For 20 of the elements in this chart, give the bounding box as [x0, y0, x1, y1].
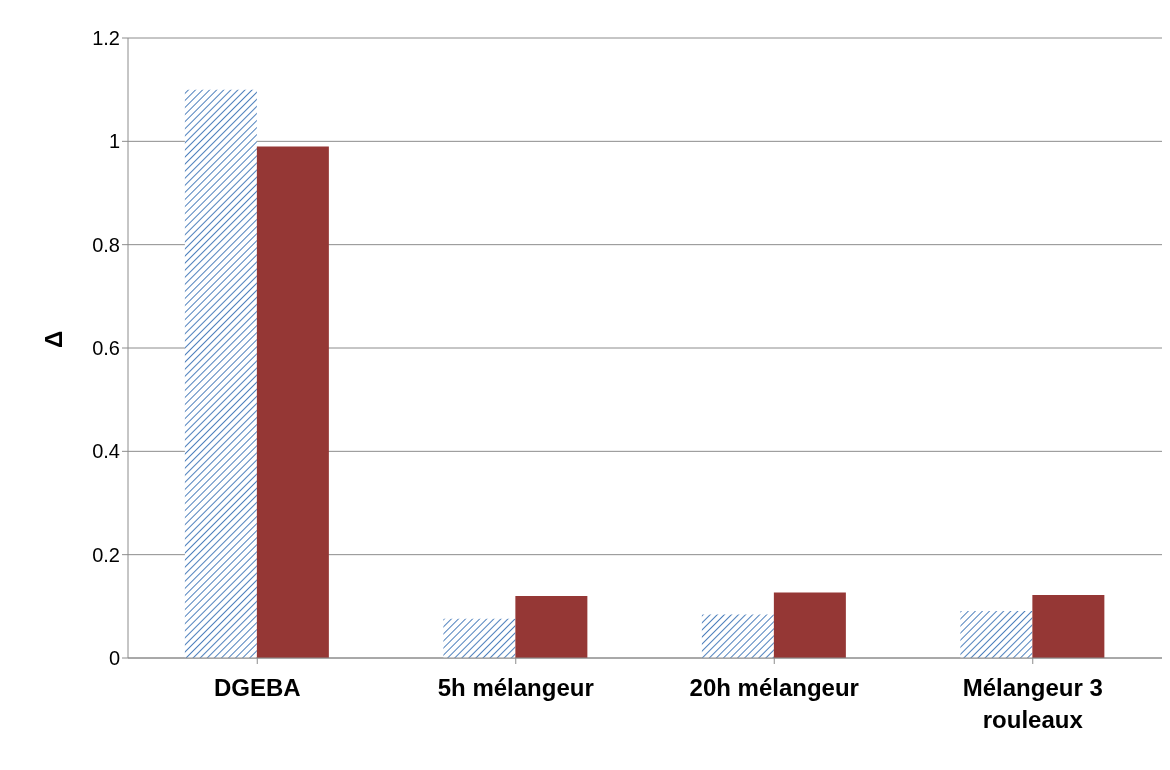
y-tick-label: 0 — [108, 647, 120, 670]
bar — [184, 89, 257, 658]
y-tick-label: 1 — [108, 130, 120, 153]
bar — [960, 610, 1033, 658]
x-tick-label: Mélangeur 3 rouleaux — [962, 674, 1103, 733]
y-tick-label: 0.8 — [92, 233, 120, 256]
y-tick-label: 1.2 — [92, 27, 120, 50]
bar — [701, 614, 774, 658]
y-axis-title: Δ — [39, 330, 67, 348]
x-tick-label: 5h mélangeur — [437, 674, 594, 701]
bar — [1032, 594, 1105, 658]
bar — [515, 596, 588, 658]
x-tick-label: DGEBA — [213, 674, 301, 701]
y-tick-label: 0.4 — [92, 440, 120, 463]
x-tick-label: 20h mélangeur — [689, 674, 859, 701]
bar — [443, 618, 516, 658]
y-tick-label: 0.6 — [92, 337, 120, 360]
y-tick-label: 0.2 — [92, 543, 120, 566]
bar — [256, 146, 329, 658]
bar — [773, 592, 846, 658]
